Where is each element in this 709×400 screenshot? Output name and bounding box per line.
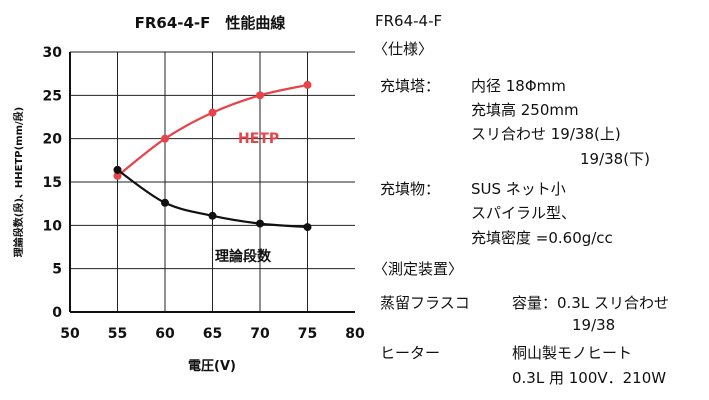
chart-ticks: 0 5 10 15 20 25 30 50 55 60 65 70 75 80 [43, 45, 365, 342]
y-tick-label: 0 [52, 305, 62, 321]
x-tick-label: 60 [155, 326, 175, 342]
series-label-hetp: HETP [238, 131, 279, 147]
data-point [113, 165, 122, 174]
y-tick-label: 15 [43, 175, 62, 191]
performance-chart: FR64-4-F 性能曲線 0 5 10 15 20 25 30 50 55 60 65 70 75 80… [12, 14, 365, 374]
x-tick-label: 65 [203, 326, 222, 342]
column-height: 充填高 250mm [471, 101, 579, 119]
packing-label: 充填物： [380, 180, 441, 198]
spec-panel: FR64-4-F 〈仕様〉 充填塔： 内径 18Φmm 充填高 250mm スリ… [373, 0, 709, 400]
flask-joint: 19/38 [572, 316, 616, 334]
x-tick-label: 75 [298, 326, 317, 342]
y-tick-label: 10 [43, 218, 63, 234]
y-axis-label: 理論段数(段)、HHETP(mm/段) [12, 107, 25, 258]
packing-shape: スパイラル型、 [471, 204, 577, 222]
x-tick-label: 70 [250, 326, 270, 342]
spec-header: 〈仕様〉 [373, 40, 434, 58]
chart-grid [70, 51, 355, 312]
column-joint-bottom: 19/38(下) [580, 150, 650, 168]
packing-density: 充填密度 =0.60g/cc [471, 229, 613, 247]
chart-axes [69, 52, 355, 313]
spec-model: FR64-4-F [375, 12, 443, 30]
data-point [208, 211, 217, 220]
data-point [161, 134, 169, 143]
data-point [208, 108, 217, 117]
data-point [256, 219, 264, 228]
x-tick-label: 80 [345, 326, 365, 342]
data-point [303, 80, 312, 89]
data-point [303, 223, 312, 232]
flask-label: 蒸留フラスコ [380, 294, 470, 312]
column-joint-top: スリ合わせ 19/38(上) [471, 125, 621, 143]
flask-capacity: 容量：0.3L スリ合わせ [512, 294, 669, 312]
heater-spec: 0.3L 用 100V．210W [512, 369, 667, 387]
measure-header: 〈測定装置〉 [373, 260, 464, 278]
packing-material: SUS ネット小 [471, 180, 566, 198]
heater-maker: 桐山製モノヒート [512, 344, 633, 362]
y-tick-label: 25 [43, 88, 62, 104]
chart-series [113, 80, 312, 232]
series-label-theoretical-plates: 理論段数 [215, 248, 272, 265]
x-axis-label: 電圧(V) [188, 359, 236, 374]
heater-label: ヒーター [380, 344, 441, 362]
x-tick-label: 55 [108, 326, 127, 342]
y-tick-label: 20 [43, 132, 63, 148]
chart-title: FR64-4-F 性能曲線 [135, 14, 286, 32]
column-inner-diameter: 内径 18Φmm [471, 77, 566, 95]
data-point [161, 198, 169, 207]
column-label: 充填塔： [380, 77, 441, 95]
data-point [256, 91, 264, 100]
y-tick-label: 5 [52, 262, 62, 278]
x-tick-label: 50 [60, 326, 80, 342]
y-tick-label: 30 [43, 45, 63, 61]
data-point [113, 171, 122, 180]
